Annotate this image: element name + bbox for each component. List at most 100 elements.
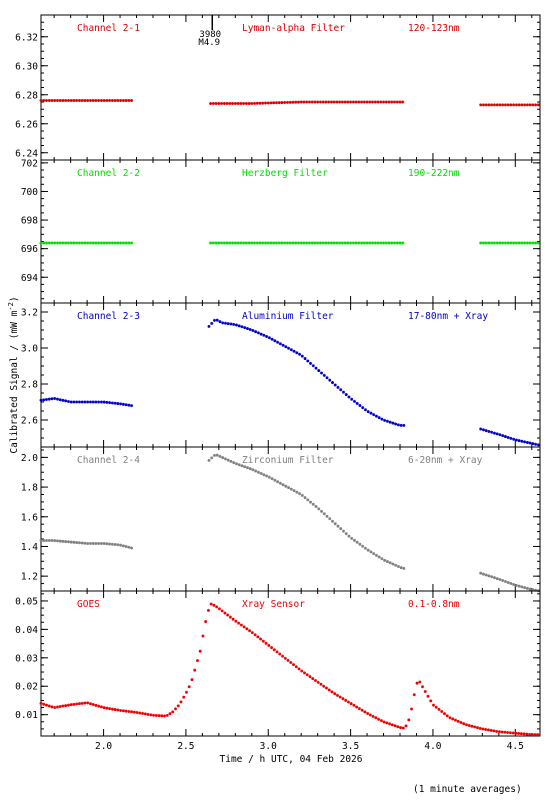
data-point bbox=[525, 241, 529, 245]
data-point bbox=[212, 318, 216, 322]
panel-label: Lyman-alpha Filter bbox=[242, 23, 345, 34]
data-point bbox=[110, 99, 114, 103]
data-point bbox=[264, 241, 268, 245]
data-point bbox=[97, 400, 101, 404]
data-point bbox=[141, 711, 145, 715]
data-point bbox=[217, 607, 221, 611]
data-point bbox=[80, 400, 84, 404]
data-point bbox=[228, 241, 232, 245]
data-point bbox=[317, 507, 321, 511]
data-point bbox=[363, 408, 367, 412]
data-point bbox=[467, 723, 471, 727]
data-point bbox=[286, 658, 290, 662]
data-point bbox=[223, 321, 227, 325]
data-point bbox=[278, 342, 282, 346]
data-point bbox=[303, 496, 307, 500]
data-point bbox=[523, 241, 527, 245]
panel-2: 694 696 698 700 702 Channel 2-2 Herzberg Filte… bbox=[21, 158, 541, 304]
data-point bbox=[459, 720, 463, 724]
series-points bbox=[39, 602, 540, 737]
data-point bbox=[108, 707, 112, 711]
data-point bbox=[284, 345, 288, 349]
data-point bbox=[94, 99, 98, 103]
y-axis-title-exponent: -2 bbox=[7, 302, 15, 310]
data-point bbox=[55, 99, 59, 103]
data-point bbox=[383, 418, 387, 422]
data-point bbox=[190, 678, 194, 682]
data-point bbox=[391, 562, 395, 566]
data-point bbox=[97, 541, 101, 545]
data-point bbox=[245, 627, 249, 631]
data-point bbox=[509, 103, 513, 107]
data-point bbox=[66, 703, 70, 707]
data-point bbox=[58, 539, 62, 543]
flare-label-class: M4.9 bbox=[198, 38, 220, 48]
data-point bbox=[237, 621, 241, 625]
data-point bbox=[165, 713, 169, 717]
data-point bbox=[500, 730, 504, 734]
data-point bbox=[39, 701, 43, 705]
data-point bbox=[503, 730, 507, 734]
data-point bbox=[264, 101, 268, 105]
data-point bbox=[94, 400, 98, 404]
data-point bbox=[514, 731, 518, 735]
data-point bbox=[492, 431, 496, 435]
data-point bbox=[248, 629, 252, 633]
data-point bbox=[536, 103, 540, 107]
data-point bbox=[531, 241, 535, 245]
data-point bbox=[346, 241, 350, 245]
data-point bbox=[75, 99, 79, 103]
data-point bbox=[265, 334, 269, 338]
panel-label: 120-123nm bbox=[408, 23, 460, 34]
data-point bbox=[105, 400, 109, 404]
data-point bbox=[336, 385, 340, 389]
data-point bbox=[66, 400, 70, 404]
data-point bbox=[217, 101, 221, 105]
data-point bbox=[50, 705, 54, 709]
data-point bbox=[91, 241, 95, 245]
data-point bbox=[179, 700, 183, 704]
data-point bbox=[421, 685, 425, 689]
data-point bbox=[119, 402, 123, 406]
data-point bbox=[58, 241, 62, 245]
data-point bbox=[198, 649, 202, 653]
data-point bbox=[394, 422, 398, 426]
data-point bbox=[273, 478, 277, 482]
y-tick-label: 2.0 bbox=[21, 453, 38, 464]
data-point bbox=[108, 241, 112, 245]
data-point bbox=[390, 723, 394, 727]
data-point bbox=[520, 585, 524, 589]
data-point bbox=[292, 663, 296, 667]
data-point bbox=[69, 400, 73, 404]
data-point bbox=[83, 541, 87, 545]
data-point bbox=[388, 420, 392, 424]
data-point bbox=[248, 467, 252, 471]
data-point bbox=[343, 100, 347, 104]
y-tick-label: 0.01 bbox=[15, 710, 38, 721]
data-point bbox=[146, 712, 150, 716]
data-point bbox=[303, 357, 307, 361]
data-point bbox=[281, 483, 285, 487]
data-point bbox=[333, 692, 337, 696]
data-point bbox=[42, 99, 46, 103]
data-point bbox=[393, 724, 397, 728]
data-point bbox=[91, 703, 95, 707]
data-point bbox=[275, 101, 279, 105]
data-point bbox=[244, 101, 248, 105]
data-point bbox=[379, 241, 383, 245]
data-point bbox=[69, 99, 73, 103]
data-point bbox=[336, 524, 340, 528]
data-point bbox=[39, 241, 43, 245]
data-point bbox=[53, 705, 57, 709]
data-point bbox=[296, 100, 300, 104]
data-point bbox=[363, 546, 367, 550]
data-point bbox=[119, 543, 123, 547]
data-point bbox=[94, 703, 98, 707]
series-points bbox=[39, 453, 540, 593]
data-point bbox=[313, 678, 317, 682]
data-point bbox=[113, 99, 117, 103]
data-point bbox=[495, 103, 499, 107]
data-point bbox=[278, 652, 282, 656]
data-point bbox=[272, 648, 276, 652]
data-point bbox=[308, 675, 312, 679]
